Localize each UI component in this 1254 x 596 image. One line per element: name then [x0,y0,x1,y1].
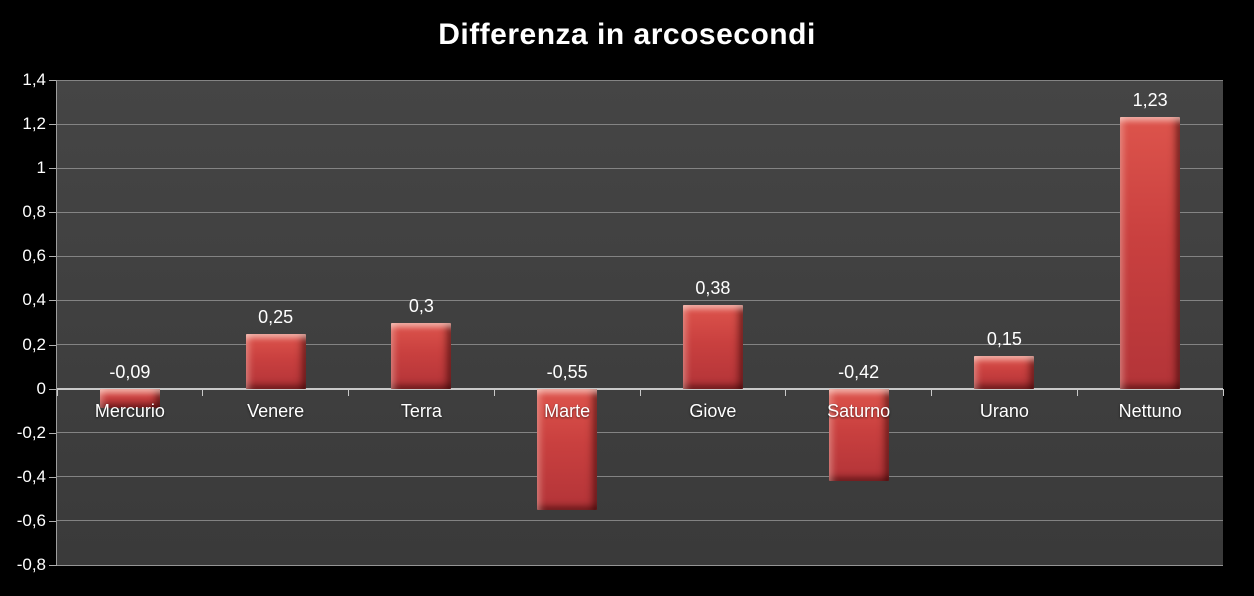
gridline [57,564,1223,566]
gridline [57,476,1223,478]
x-axis-tick [1222,388,1224,396]
value-label-marte: -0,55 [546,361,588,382]
x-axis-tick [931,388,932,396]
x-axis-tick [56,388,58,396]
y-axis-tick [49,476,56,478]
bar-nettuno [1120,117,1181,389]
y-axis-tick-label: -0,4 [16,466,46,486]
y-axis-tick-label: 0,2 [22,334,46,354]
chart-title: Differenza in arcosecondi [438,18,816,51]
gridline [57,520,1223,522]
y-axis-tick [49,344,56,346]
x-axis-tick [1076,388,1078,396]
x-axis-tick [202,388,204,396]
gridline [57,167,1223,169]
y-axis-tick-label: 0,8 [22,202,46,222]
value-label-mercurio: -0,09 [109,361,151,382]
gridline [57,211,1223,213]
category-label-giove: Giove [689,400,737,421]
y-axis-tick-label: 0,4 [22,290,46,310]
y-axis-tick [49,256,56,258]
y-axis-tick-label: -0,8 [16,555,46,574]
category-label-marte: Marte [544,400,591,421]
y-axis-tick-label: 1 [36,158,46,178]
gridline [57,79,1223,81]
value-label-saturno: -0,42 [838,361,880,382]
plot-area: -0,09 Mercurio 0,25 Venere 0,3 Terra -0,55 Mart… [56,79,1224,566]
bar-mercurio [99,388,160,409]
y-axis-tick-label: -0,2 [16,422,46,442]
value-label-nettuno: 1,23 [1132,90,1168,111]
category-label-saturno: Saturno [827,400,891,421]
bar-saturno [828,388,889,482]
y-axis-tick-label: 0,6 [22,246,46,266]
bar-terra [391,322,452,389]
y-axis-tick [49,432,56,434]
bar-urano [974,355,1035,389]
y-axis-tick [49,124,56,126]
gridline [57,432,1223,434]
y-axis-tick-label: 1,2 [22,114,46,134]
gridline [57,344,1223,346]
y-axis-tick-label: 0 [36,378,46,398]
y-axis-tick [49,300,56,302]
bar-marte [537,388,598,510]
value-label-giove: 0,38 [695,277,731,298]
category-label-terra: Terra [400,400,442,421]
y-axis-tick [49,520,56,522]
y-axis-tick [49,80,56,81]
y-axis-tick-label: 1,4 [22,70,46,89]
value-label-venere: 0,25 [258,306,294,327]
y-axis-tick [49,212,56,214]
x-axis-tick [348,388,349,396]
y-axis-tick-label: -0,6 [16,510,46,530]
bar-giove [682,304,743,389]
category-label-urano: Urano [979,400,1029,421]
y-axis-tick [49,168,56,170]
gridline [57,255,1223,257]
x-axis-tick [785,388,787,396]
value-label-urano: 0,15 [986,328,1022,349]
y-axis-tick [49,565,56,566]
x-axis-tick [639,388,641,396]
bar-venere [245,333,306,389]
category-label-mercurio: Mercurio [94,400,165,421]
x-axis-tick [493,388,495,396]
gridline [57,299,1223,301]
y-axis-tick [49,388,56,390]
category-label-nettuno: Nettuno [1118,400,1182,421]
value-label-terra: 0,3 [408,295,434,316]
category-label-venere: Venere [247,400,305,421]
gridline [57,123,1223,125]
